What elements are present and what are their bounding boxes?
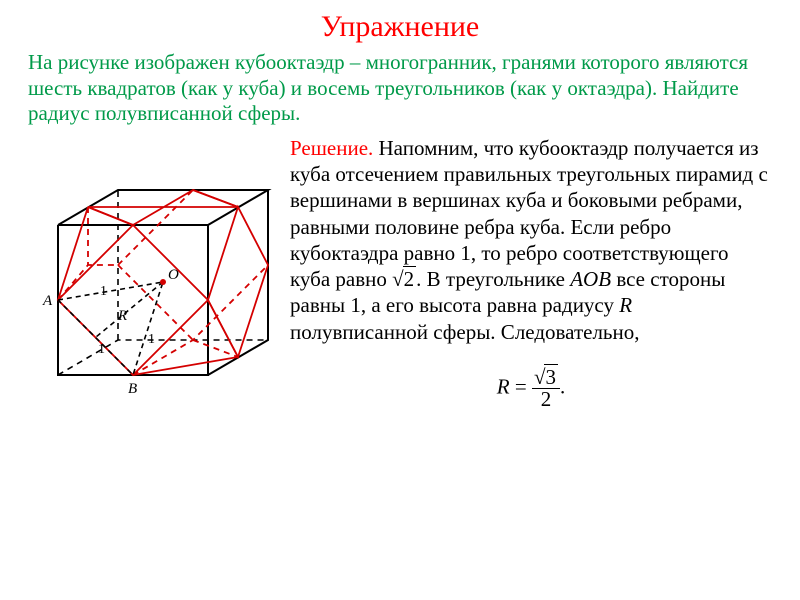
inline-sqrt-value: 2 [403,266,417,291]
formula-period: . [560,374,565,398]
slide-title: Упражнение [28,10,772,44]
problem-text: На рисунке изображен кубооктаэдр – много… [28,50,772,127]
solution-column: Решение. Напомним, что кубооктаэдр получ… [290,135,772,410]
formula-sqrt: 3 [534,367,558,388]
formula-num: 3 [532,367,560,389]
figure: A B O R 1 1 1 [28,165,278,420]
label-O: O [168,267,179,283]
cuboctahedron-svg: A B O R 1 1 1 [28,165,278,415]
content-row: A B O R 1 1 1 Решение. Напомним, что куб… [28,135,772,420]
solution-lead: Решение. [290,136,373,160]
formula-sqrt-val: 3 [544,364,558,389]
label-one-a: 1 [100,284,107,299]
label-R: R [117,308,127,324]
formula-frac: 3 2 [532,367,560,410]
formula-eq: = [510,374,532,398]
solution-text: Решение. Напомним, что кубооктаэдр получ… [290,135,772,345]
formula-R: R [497,374,510,398]
label-B: B [128,381,137,397]
center-point [160,279,166,285]
triangle-label: AOB [570,267,611,291]
solution-body-2: В треугольнике [421,267,570,291]
cube-front [58,225,208,375]
label-A: A [42,293,53,309]
formula: R = 3 2 . [290,367,772,410]
label-one-c: 1 [148,332,155,347]
solution-body-4: полувписанной сферы. Следовательно, [290,320,639,344]
label-one-b: 1 [98,342,105,357]
inline-sqrt: 2 [392,266,416,292]
formula-den: 2 [532,389,560,410]
radius-label: R [619,293,632,317]
